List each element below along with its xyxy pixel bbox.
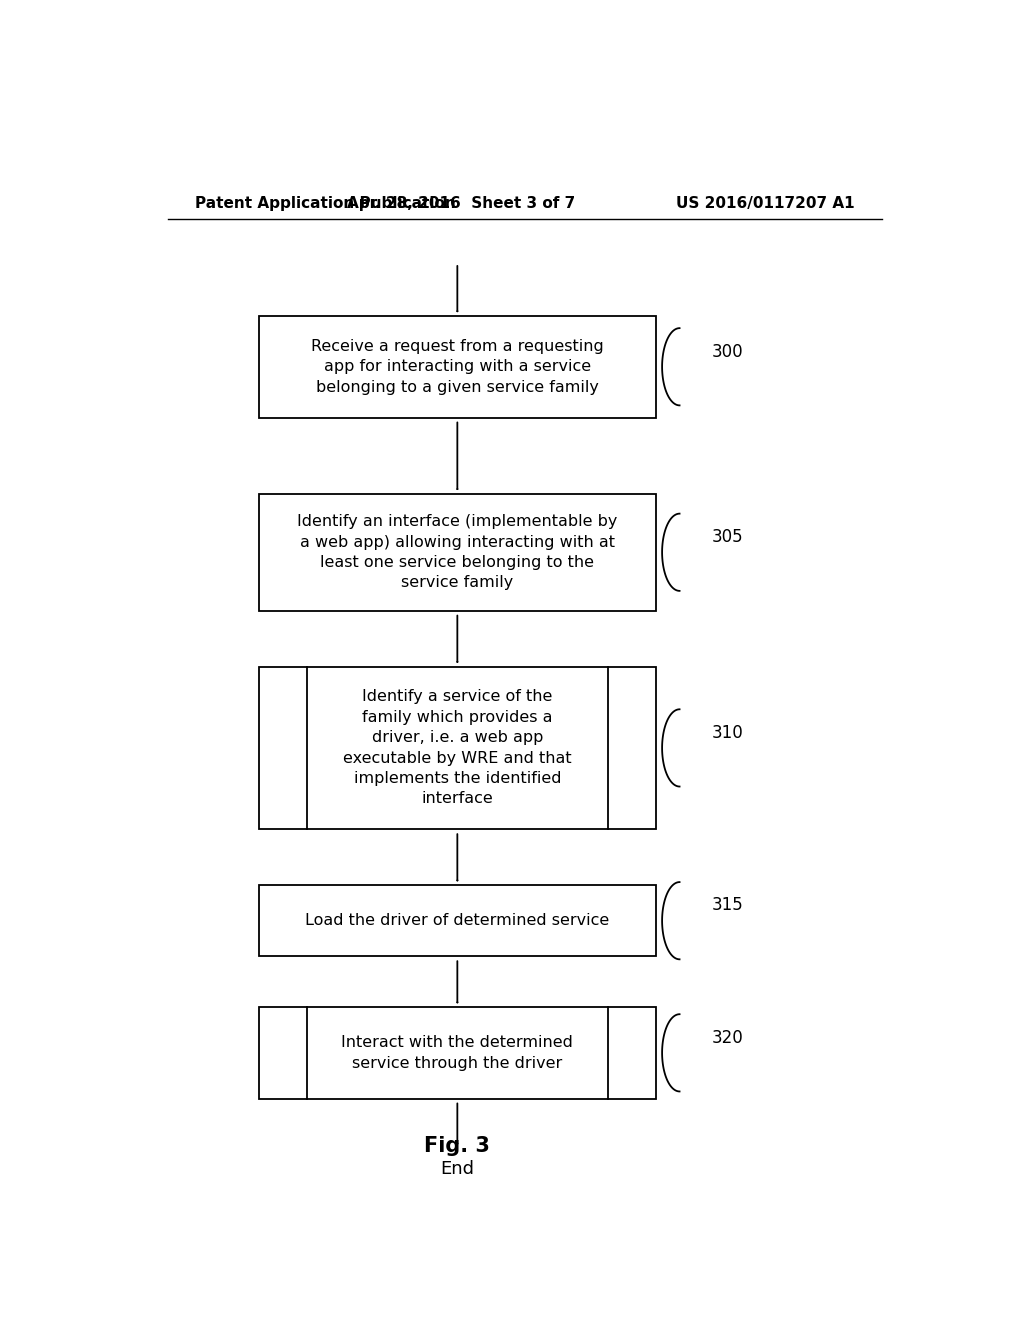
Text: Load the driver of determined service: Load the driver of determined service <box>305 913 609 928</box>
Text: 310: 310 <box>712 723 743 742</box>
Text: Interact with the determined
service through the driver: Interact with the determined service thr… <box>341 1035 573 1071</box>
Bar <box>259 494 655 611</box>
Text: US 2016/0117207 A1: US 2016/0117207 A1 <box>676 195 854 211</box>
Text: Identify an interface (implementable by
a web app) allowing interacting with at
: Identify an interface (implementable by … <box>297 515 617 590</box>
Text: 300: 300 <box>712 342 743 360</box>
Text: 315: 315 <box>712 896 743 915</box>
Text: Patent Application Publication: Patent Application Publication <box>196 195 457 211</box>
Bar <box>259 315 655 417</box>
Text: End: End <box>440 1159 474 1177</box>
Text: Identify a service of the
family which provides a
driver, i.e. a web app
executa: Identify a service of the family which p… <box>343 689 571 807</box>
Bar <box>259 1007 655 1098</box>
Text: 305: 305 <box>712 528 743 546</box>
Text: Fig. 3: Fig. 3 <box>424 1137 490 1156</box>
Bar <box>259 886 655 956</box>
Text: Apr. 28, 2016  Sheet 3 of 7: Apr. 28, 2016 Sheet 3 of 7 <box>347 195 575 211</box>
Bar <box>259 667 655 829</box>
Text: 320: 320 <box>712 1028 743 1047</box>
Text: Receive a request from a requesting
app for interacting with a service
belonging: Receive a request from a requesting app … <box>311 339 604 395</box>
